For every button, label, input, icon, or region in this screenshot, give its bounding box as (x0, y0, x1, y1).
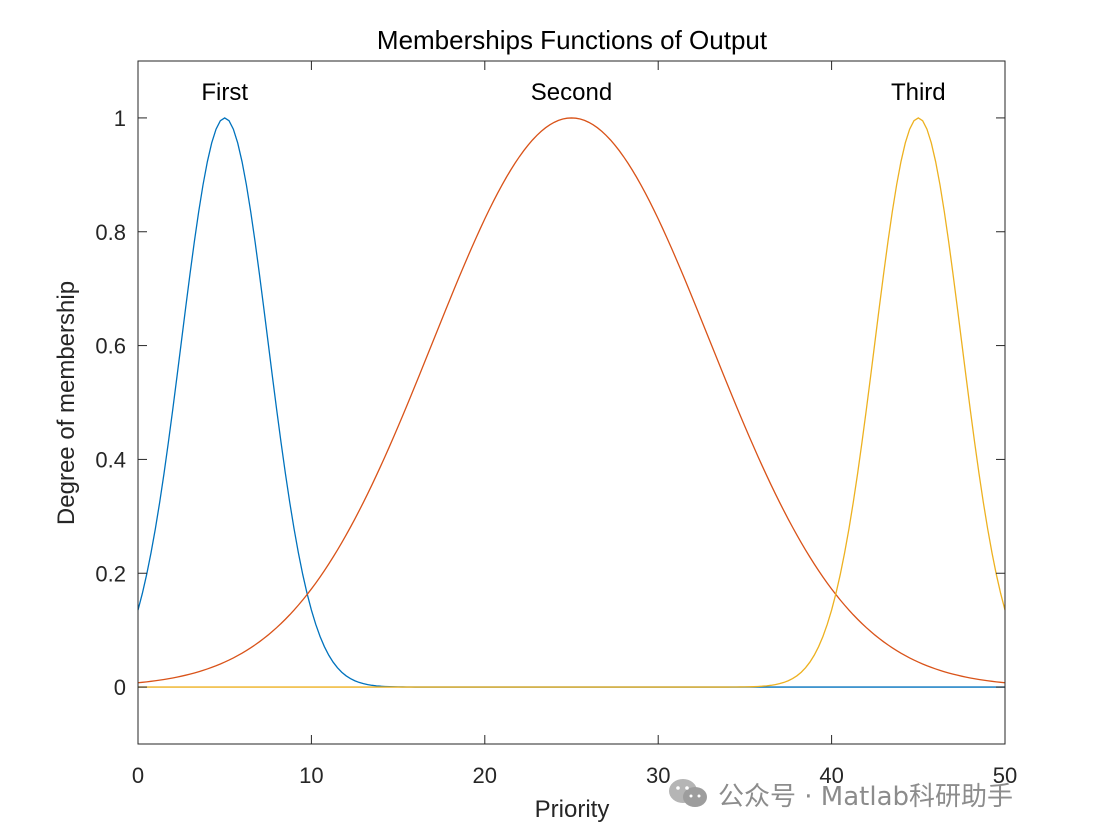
wechat-icon (668, 777, 710, 811)
membership-labels: First Second Third (201, 79, 945, 106)
series-line-second (137, 117, 1006, 684)
watermark-text: 公众号 · Matlab科研助手 (718, 781, 1014, 812)
series-group (137, 117, 1006, 688)
x-tick-label: 0 (132, 763, 144, 788)
y-tick-label: 0.2 (95, 561, 126, 586)
membership-label-first: First (201, 79, 248, 106)
x-tick-label: 30 (646, 763, 670, 788)
axis-ticks: 0 10 20 30 40 50 0 0.2 0.4 0.6 0.8 1 (95, 61, 1017, 788)
x-tick-label: 20 (473, 763, 497, 788)
membership-label-third: Third (891, 79, 946, 106)
y-tick-label: 0.4 (95, 447, 126, 472)
x-tick-label: 40 (819, 763, 843, 788)
x-tick-label: 50 (993, 763, 1017, 788)
membership-label-second: Second (531, 79, 612, 106)
y-axis-label: Degree of membership (53, 281, 80, 525)
y-tick-label: 1 (114, 106, 126, 131)
series-line-third (138, 117, 1006, 688)
watermark: 公众号 · Matlab科研助手 (668, 774, 1013, 814)
y-tick-label: 0.8 (95, 220, 126, 245)
y-tick-label: 0.6 (95, 334, 126, 359)
series-line-first (137, 117, 1005, 688)
x-axis-label: Priority (535, 796, 610, 823)
chart-title: Memberships Functions of Output (377, 25, 768, 55)
plot-area (137, 60, 1006, 745)
y-tick-label: 0 (114, 675, 126, 700)
x-tick-label: 10 (299, 763, 323, 788)
